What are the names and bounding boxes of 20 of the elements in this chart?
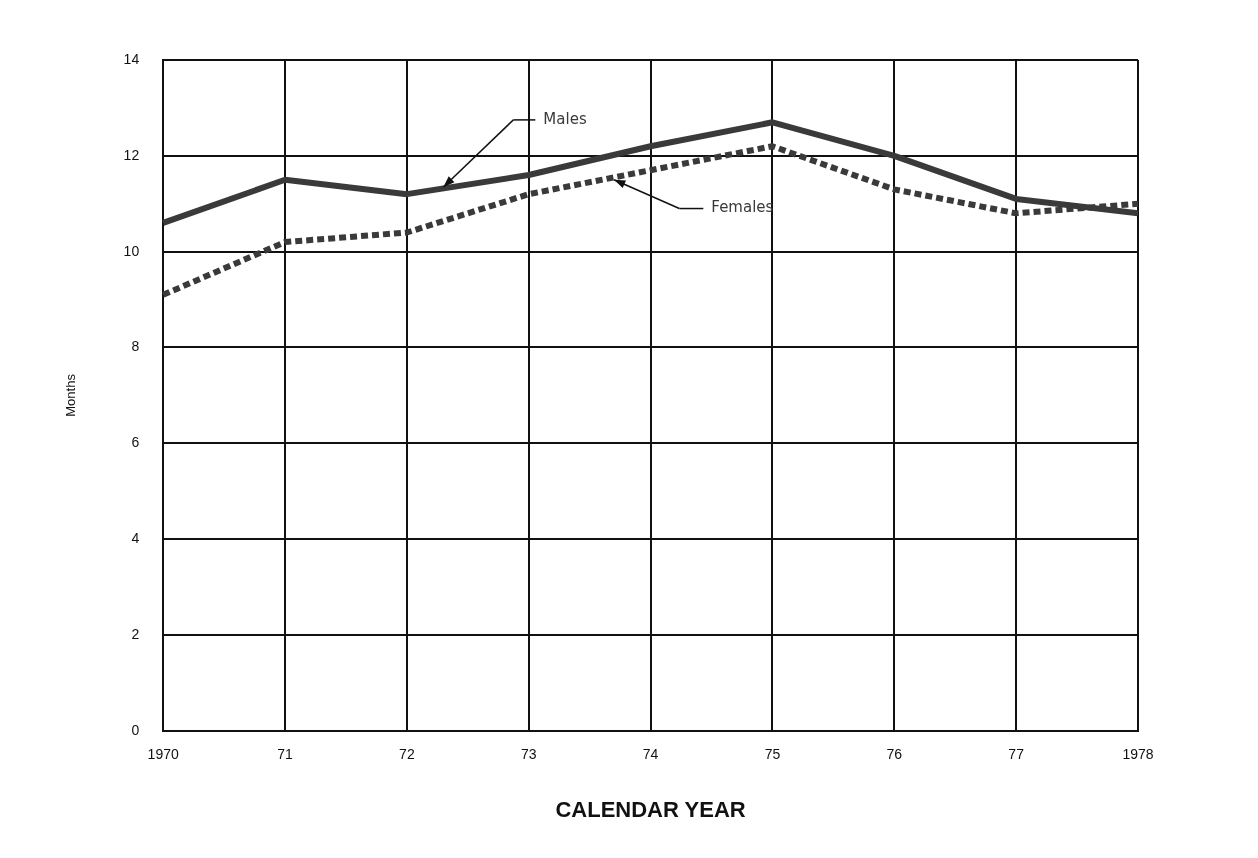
y-tick-label: 14: [123, 50, 140, 67]
y-tick-label: 0: [131, 721, 140, 738]
x-tick-label: 75: [764, 746, 781, 763]
y-tick-label: 8: [131, 338, 140, 355]
x-tick-label: 1978: [1122, 746, 1154, 763]
x-tick-label: 74: [642, 746, 659, 763]
x-tick-label: 73: [520, 746, 537, 763]
y-tick-label: 4: [131, 530, 140, 546]
x-tick-label: 71: [277, 746, 294, 763]
x-tick-label: 76: [886, 746, 903, 763]
y-tick-label: 6: [131, 434, 140, 451]
y-tick-label: 10: [123, 242, 140, 259]
y-tick-label: 2: [131, 625, 140, 642]
y-axis-title: Months: [63, 373, 79, 417]
y-tick-label: 12: [123, 146, 140, 163]
text: Males: [543, 109, 587, 128]
x-axis-title: CALENDAR YEAR: [555, 796, 746, 822]
x-tick-label: 1970: [147, 746, 179, 763]
x-tick-label: 77: [1008, 746, 1025, 763]
x-tick-label: 72: [399, 746, 415, 763]
